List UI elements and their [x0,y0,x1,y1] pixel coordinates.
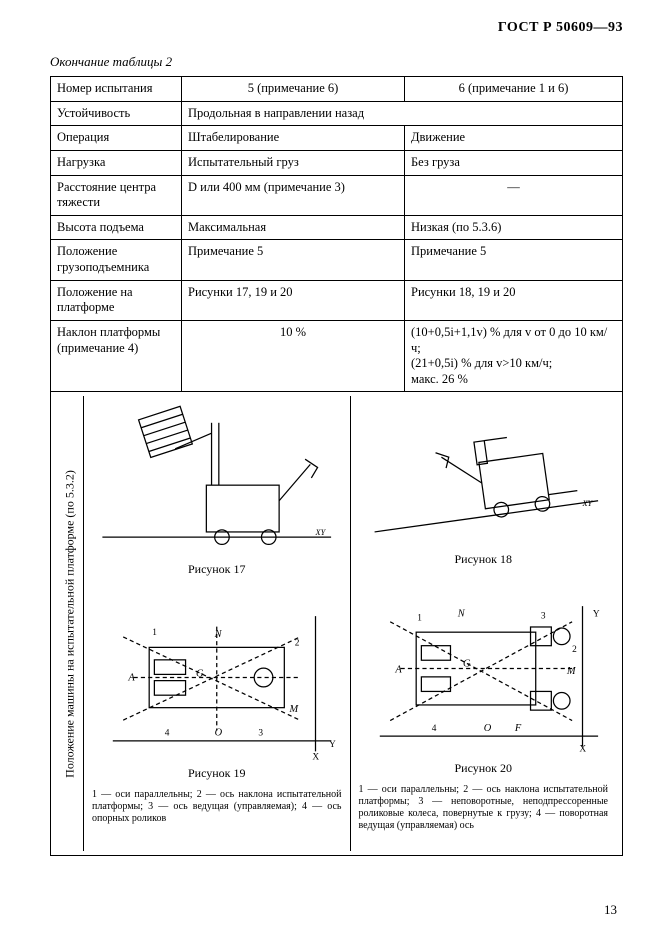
svg-text:O: O [483,723,491,734]
row-label: Высота подъема [51,215,182,240]
row-label: Номер испытания [51,77,182,102]
svg-text:Y: Y [329,740,336,750]
cell: Низкая (по 5.3.6) [405,215,623,240]
svg-text:G: G [462,658,470,669]
figures-row: Положение машины на испытательной платфо… [51,392,623,856]
table-row: Высота подъема Максимальная Низкая (по 5… [51,215,623,240]
table-row: Расстояние центра тяжести D или 400 мм (… [51,175,623,215]
cell: (10+0,5i+1,1v) % для v от 0 до 10 км/ч; … [405,320,623,392]
svg-text:XY: XY [315,528,327,537]
cell: Примечание 5 [182,240,405,280]
svg-text:N: N [214,629,223,640]
svg-text:X: X [579,745,586,755]
figure-18-caption: Рисунок 18 [359,552,609,567]
svg-text:X: X [312,753,319,762]
cell: Испытательный груз [182,150,405,175]
cell: 6 (примечание 1 и 6) [405,77,623,102]
svg-text:2: 2 [295,639,300,649]
row-label: Положение на платформе [51,280,182,320]
svg-text:1: 1 [417,614,422,624]
figure-column-right: XY Рисунок 18 Y X [350,396,617,851]
svg-text:XY: XY [581,499,593,508]
cell: Движение [405,126,623,151]
table-row: Положение на платформе Рисунки 17, 19 и … [51,280,623,320]
svg-text:M: M [289,704,300,715]
cell: Продольная в направлении назад [182,101,623,126]
svg-text:A: A [394,665,402,676]
cell: Примечание 5 [405,240,623,280]
cell: Рисунки 17, 19 и 20 [182,280,405,320]
svg-text:A: A [127,673,135,684]
figure-19: Y X [92,585,342,762]
figure-19-caption: Рисунок 19 [92,766,342,781]
table-row: Операция Штабелирование Движение [51,126,623,151]
table-row: Наклон платформы (примечание 4) 10 % (10… [51,320,623,392]
svg-text:3: 3 [258,729,263,739]
svg-text:O: O [215,728,223,739]
row-label: Нагрузка [51,150,182,175]
page-number: 13 [604,902,617,918]
cell: 10 % [182,320,405,392]
vertical-label: Положение машины на испытательной платфо… [57,396,83,851]
svg-text:Y: Y [592,609,599,619]
table-row: Положение грузоподъемника Примечание 5 П… [51,240,623,280]
main-table: Номер испытания 5 (примечание 6) 6 (прим… [50,76,623,856]
row-label: Операция [51,126,182,151]
svg-text:2: 2 [572,645,577,655]
row-label: Положение грузоподъемника [51,240,182,280]
cell: Без груза [405,150,623,175]
svg-text:M: M [565,666,576,677]
figure-20-note: 1 — оси параллельны; 2 — ось наклона исп… [359,784,609,832]
doc-number: ГОСТ Р 50609—93 [50,20,623,36]
figure-20: Y X [359,575,609,757]
cell: Рисунки 18, 19 и 20 [405,280,623,320]
svg-text:3: 3 [540,612,545,622]
table-row: Номер испытания 5 (примечание 6) 6 (прим… [51,77,623,102]
svg-text:1: 1 [152,628,157,638]
figure-20-caption: Рисунок 20 [359,761,609,776]
table-row: Нагрузка Испытательный груз Без груза [51,150,623,175]
figure-18: XY [359,402,609,548]
svg-text:4: 4 [431,724,436,734]
cell: Максимальная [182,215,405,240]
cell: D или 400 мм (примечание 3) [182,175,405,215]
row-label: Устойчивость [51,101,182,126]
row-label: Наклон платформы (примечание 4) [51,320,182,392]
svg-text:4: 4 [165,729,170,739]
figure-column-left: XY Рисунок 17 Y X [83,396,350,851]
row-label: Расстояние центра тяжести [51,175,182,215]
table-row: Устойчивость Продольная в направлении на… [51,101,623,126]
svg-text:G: G [196,669,204,680]
table-caption: Окончание таблицы 2 [50,54,623,70]
figure-17: XY [92,402,342,558]
figure-17-caption: Рисунок 17 [92,562,342,577]
cell: 5 (примечание 6) [182,77,405,102]
cell: — [405,175,623,215]
svg-text:N: N [456,608,465,619]
cell: Штабелирование [182,126,405,151]
figures-cell: Положение машины на испытательной платфо… [51,392,623,856]
figure-19-note: 1 — оси параллельны; 2 — ось наклона исп… [92,789,342,825]
svg-text:F: F [513,723,521,734]
